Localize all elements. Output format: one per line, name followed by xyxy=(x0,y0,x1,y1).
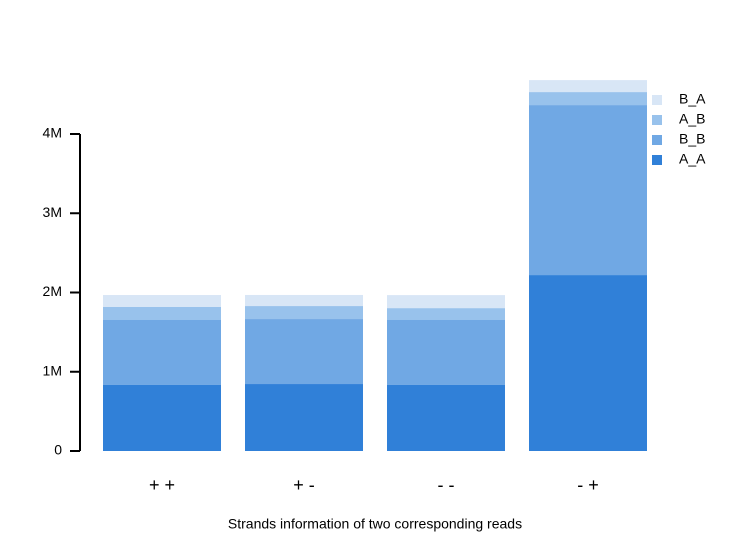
x-tick-label: + - xyxy=(293,475,315,495)
legend-label: A_A xyxy=(679,151,706,167)
bar-segment xyxy=(245,294,363,307)
bar-segment xyxy=(245,384,363,451)
bar-segment xyxy=(103,319,221,385)
bar-segment xyxy=(245,306,363,320)
y-tick-label: 3M xyxy=(43,204,62,220)
bar-segment xyxy=(529,275,647,451)
x-axis-label: Strands information of two corresponding… xyxy=(228,516,522,532)
bar-segment xyxy=(387,384,505,451)
legend-label: A_B xyxy=(679,111,705,127)
x-tick-label: - + xyxy=(577,475,599,495)
bar-segment xyxy=(103,307,221,320)
bar-segment xyxy=(245,319,363,385)
bar-segment xyxy=(529,105,647,276)
bar-segment xyxy=(103,295,221,308)
y-tick-label: 1M xyxy=(43,362,62,378)
y-tick-label: 0 xyxy=(54,442,62,458)
bar-segment xyxy=(387,308,505,320)
bar-segment xyxy=(529,92,647,106)
legend-label: B_B xyxy=(679,131,705,147)
legend-swatch xyxy=(652,155,662,165)
x-tick-label: + + xyxy=(149,475,175,495)
y-tick-label: 4M xyxy=(43,125,62,141)
x-tick-label: - - xyxy=(438,475,455,495)
bar-segment xyxy=(529,80,647,93)
legend-swatch xyxy=(652,115,662,125)
y-tick-label: 2M xyxy=(43,283,62,299)
legend-label: B_A xyxy=(679,91,706,107)
bar-segment xyxy=(387,319,505,385)
bar-segment xyxy=(103,384,221,451)
bar-segment xyxy=(387,295,505,309)
legend-swatch xyxy=(652,135,662,145)
legend-swatch xyxy=(652,95,662,105)
